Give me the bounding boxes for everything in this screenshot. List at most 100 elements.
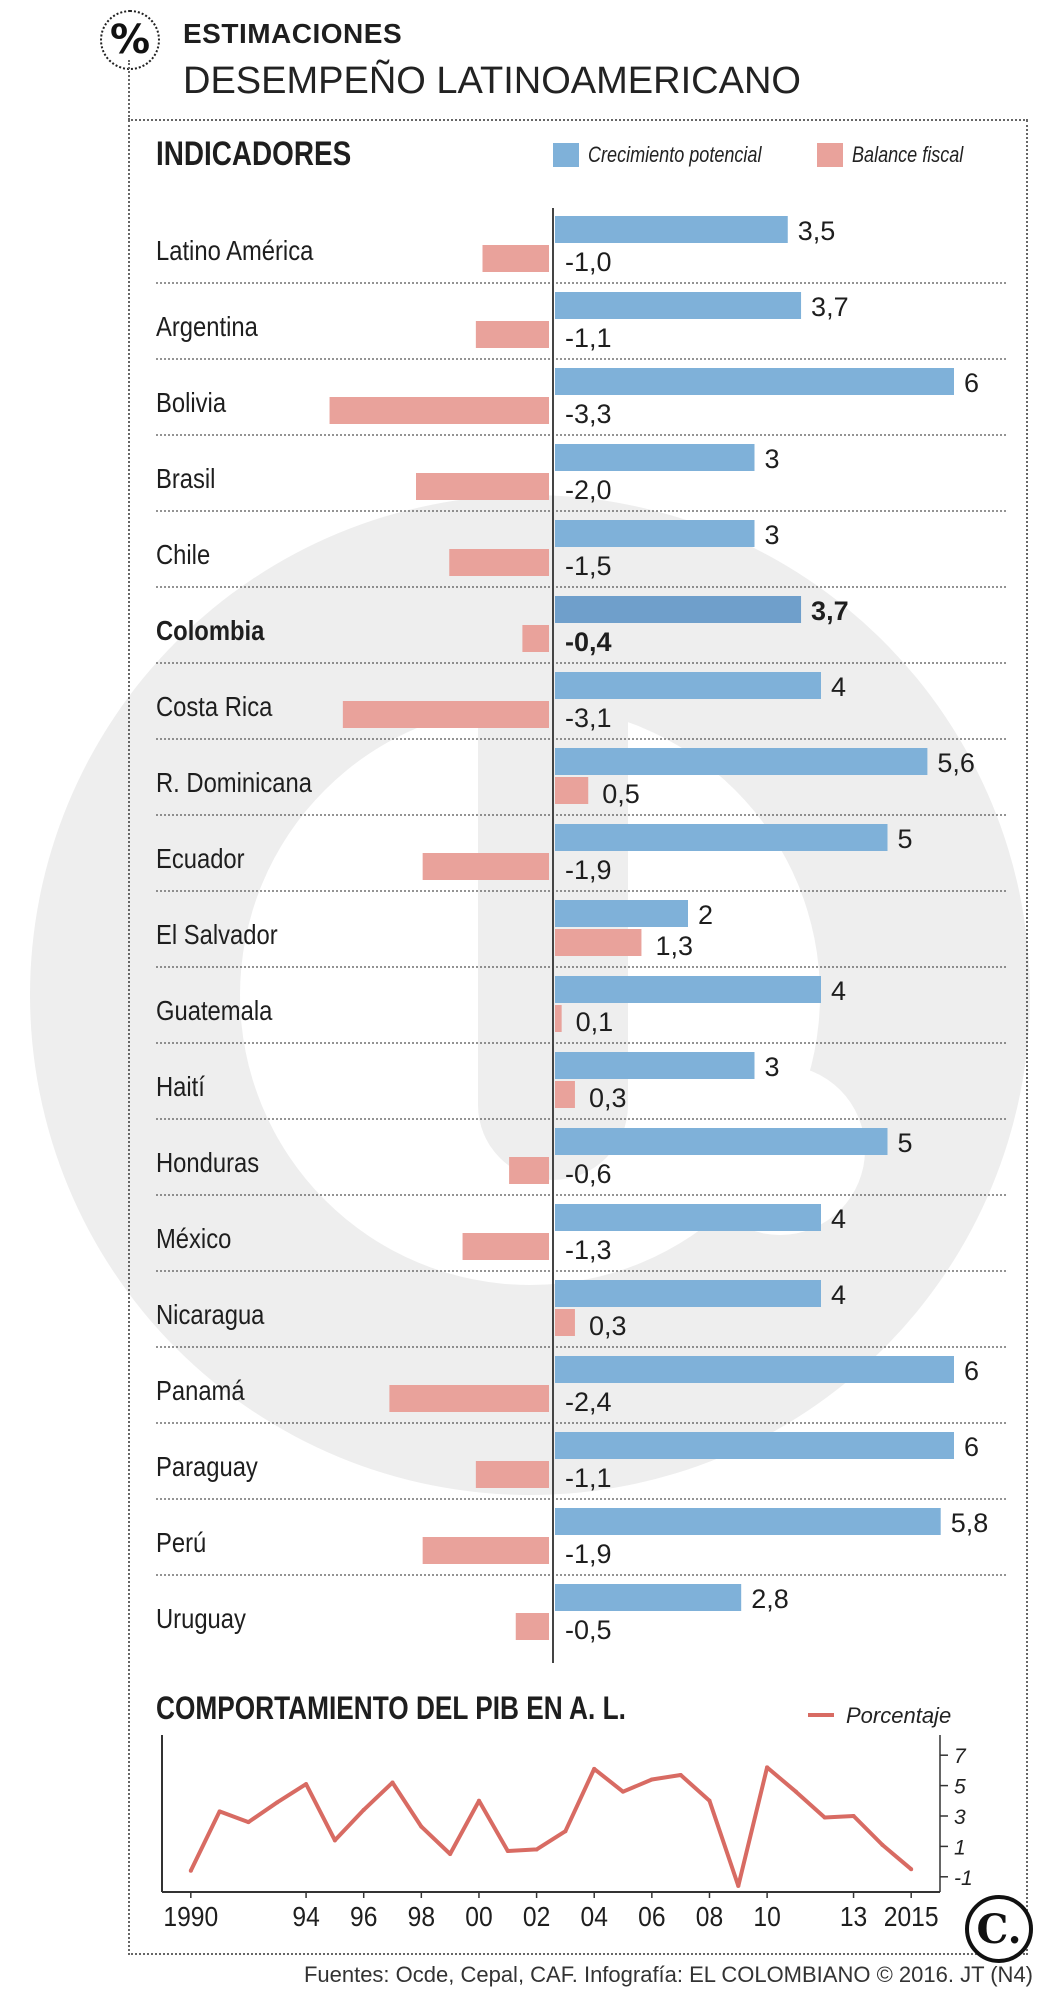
legend-label-fiscal: Balance fiscal bbox=[852, 142, 964, 167]
category-label: Chile bbox=[156, 538, 210, 570]
bar-fiscal-label: -1,9 bbox=[565, 1539, 612, 1569]
header-title: DESEMPEÑO LATINOAMERICANO bbox=[183, 60, 801, 102]
chart-frame bbox=[128, 120, 1028, 1955]
bar-fiscal bbox=[475, 321, 549, 348]
category-label: Bolivia bbox=[156, 386, 227, 418]
bar-growth bbox=[555, 520, 755, 547]
bar-fiscal bbox=[522, 625, 549, 652]
category-label: Nicaragua bbox=[156, 1298, 265, 1330]
bar-growth bbox=[555, 976, 821, 1003]
indicators-bar-chart: Latino América 3,5 -1,0 Argentina 3,7 -1,1 Bol… bbox=[156, 208, 1006, 1663]
bar-fiscal bbox=[422, 1537, 549, 1564]
bar-growth-label: 4 bbox=[831, 976, 846, 1006]
bar-growth-label: 6 bbox=[964, 368, 979, 398]
bar-growth bbox=[555, 1584, 742, 1611]
bar-growth-label: 3 bbox=[765, 444, 780, 474]
bar-fiscal bbox=[555, 1081, 575, 1108]
legend-swatch-growth bbox=[553, 143, 579, 167]
category-label: Latino América bbox=[156, 234, 314, 266]
category-label: Honduras bbox=[156, 1146, 259, 1178]
bar-fiscal-label: -3,1 bbox=[565, 703, 612, 733]
bar-fiscal-label: -1,3 bbox=[565, 1235, 612, 1265]
bar-growth-label: 5 bbox=[898, 1128, 913, 1158]
category-label: Panamá bbox=[156, 1374, 245, 1406]
category-label: El Salvador bbox=[156, 918, 278, 950]
bar-growth bbox=[555, 1432, 954, 1459]
category-label: R. Dominicana bbox=[156, 766, 312, 798]
bar-growth-label: 3,7 bbox=[811, 596, 849, 626]
bar-fiscal-label: -1,1 bbox=[565, 323, 612, 353]
bar-fiscal bbox=[509, 1157, 549, 1184]
bar-growth bbox=[555, 596, 802, 623]
bar-growth bbox=[555, 1508, 941, 1535]
bar-fiscal-label: 0,3 bbox=[589, 1083, 627, 1113]
bar-growth bbox=[555, 824, 888, 851]
bar-fiscal-label: -0,6 bbox=[565, 1159, 612, 1189]
bar-fiscal bbox=[555, 777, 589, 804]
bar-fiscal-label: -3,3 bbox=[565, 399, 612, 429]
bar-fiscal bbox=[555, 929, 642, 956]
bar-growth bbox=[555, 1128, 888, 1155]
bar-growth-label: 6 bbox=[964, 1356, 979, 1386]
bar-fiscal bbox=[342, 701, 549, 728]
bar-fiscal bbox=[475, 1461, 549, 1488]
bar-growth-label: 4 bbox=[831, 672, 846, 702]
bar-fiscal bbox=[449, 549, 549, 576]
bar-growth bbox=[555, 748, 928, 775]
bar-growth-label: 6 bbox=[964, 1432, 979, 1462]
bar-growth-label: 5,6 bbox=[937, 748, 975, 778]
bar-fiscal-label: -0,4 bbox=[565, 627, 612, 657]
category-label: Brasil bbox=[156, 462, 215, 494]
bar-fiscal bbox=[515, 1613, 549, 1640]
percent-icon: % bbox=[100, 10, 160, 70]
bar-fiscal bbox=[555, 1005, 562, 1032]
bar-growth-label: 5 bbox=[898, 824, 913, 854]
bar-growth bbox=[555, 1204, 821, 1231]
frame-connector bbox=[128, 60, 130, 120]
bar-fiscal-label: 0,3 bbox=[589, 1311, 627, 1341]
bar-growth bbox=[555, 1052, 755, 1079]
bar-growth bbox=[555, 900, 688, 927]
bar-growth bbox=[555, 444, 755, 471]
bar-fiscal-label: -1,0 bbox=[565, 247, 612, 277]
bar-fiscal-label: 0,5 bbox=[602, 779, 640, 809]
legend-swatch-fiscal bbox=[817, 143, 843, 167]
bar-growth bbox=[555, 216, 788, 243]
bar-growth-label: 3,5 bbox=[798, 216, 836, 246]
bar-growth-label: 2 bbox=[698, 900, 713, 930]
header-kicker: ESTIMACIONES bbox=[183, 18, 403, 49]
legend-label-growth: Crecimiento potencial bbox=[588, 142, 762, 167]
category-label: Guatemala bbox=[156, 994, 273, 1026]
category-label: Ecuador bbox=[156, 842, 245, 874]
bar-fiscal-label: -2,0 bbox=[565, 475, 612, 505]
category-label: Argentina bbox=[156, 310, 258, 342]
category-label: México bbox=[156, 1222, 231, 1254]
bar-growth-label: 3 bbox=[765, 1052, 780, 1082]
bar-fiscal-label: -2,4 bbox=[565, 1387, 612, 1417]
bar-growth bbox=[555, 1280, 821, 1307]
bar-fiscal bbox=[416, 473, 549, 500]
pib-title: COMPORTAMIENTO DEL PIB EN A. L. bbox=[156, 1690, 626, 1726]
frame-top-border bbox=[128, 119, 1028, 121]
source-credit: Fuentes: Ocde, Cepal, CAF. Infografía: E… bbox=[303, 1962, 1033, 1987]
bar-growth-label: 3,7 bbox=[811, 292, 849, 322]
category-label: Colombia bbox=[156, 614, 265, 646]
bar-fiscal-label: -0,5 bbox=[565, 1615, 612, 1645]
section-title: INDICADORES bbox=[156, 135, 352, 173]
bar-growth-label: 4 bbox=[831, 1280, 846, 1310]
bar-fiscal bbox=[555, 1309, 575, 1336]
bar-fiscal bbox=[329, 397, 549, 424]
bar-growth-label: 4 bbox=[831, 1204, 846, 1234]
bar-fiscal bbox=[389, 1385, 549, 1412]
category-label: Uruguay bbox=[156, 1602, 246, 1634]
bar-growth-label: 5,8 bbox=[951, 1508, 989, 1538]
bar-growth-label: 2,8 bbox=[751, 1584, 789, 1614]
bar-fiscal-label: -1,5 bbox=[565, 551, 612, 581]
bar-fiscal bbox=[422, 853, 549, 880]
bar-fiscal-label: 1,3 bbox=[655, 931, 693, 961]
bar-growth-label: 3 bbox=[765, 520, 780, 550]
category-label: Perú bbox=[156, 1526, 206, 1558]
bar-growth bbox=[555, 292, 802, 319]
bar-fiscal bbox=[462, 1233, 549, 1260]
bar-fiscal-label: -1,9 bbox=[565, 855, 612, 885]
